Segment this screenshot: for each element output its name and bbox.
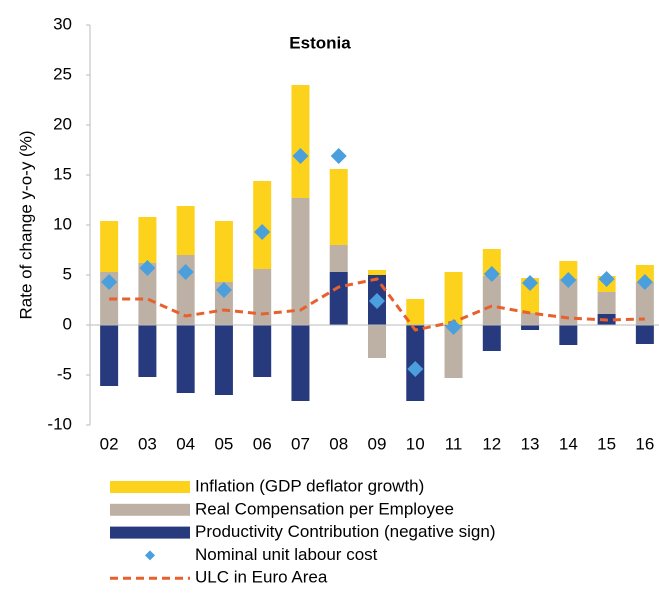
bar [482,276,501,325]
bar [444,326,463,378]
marker [522,275,539,291]
y-tick-label: -5 [57,364,72,383]
x-tick-label: 02 [100,434,119,453]
x-tick-label: 03 [138,434,157,453]
marker [369,293,385,309]
bar [291,85,310,198]
y-tick-label: 30 [53,14,72,33]
bar [597,292,616,314]
bar [214,325,233,395]
bar [444,272,463,325]
marker [560,272,577,288]
bar [368,325,386,358]
legend-label: Productivity Contribution (negative sign… [195,522,495,541]
bar [329,169,348,245]
marker [483,266,500,282]
chart-title: Estonia [289,33,351,52]
y-tick-label: -10 [47,414,72,433]
x-tick-label: 14 [559,434,578,453]
bar [368,270,386,275]
y-tick-label: 20 [53,114,72,133]
x-tick-label: 15 [597,434,616,453]
x-tick-label: 11 [445,434,463,453]
x-tick-label: 08 [329,434,348,453]
bar [329,245,348,272]
bar [559,325,578,345]
bar [635,325,654,344]
bar [253,325,272,377]
y-tick-label: 15 [53,164,72,183]
marker [139,260,156,276]
bar [291,325,310,401]
x-tick-label: 13 [521,434,540,453]
bar [214,221,233,282]
x-tick-label: 16 [635,434,654,453]
x-tick-label: 04 [176,434,195,453]
x-tick-label: 10 [406,434,425,453]
bar [406,299,425,325]
marker [215,282,232,298]
marker [598,271,615,287]
marker [254,224,271,240]
bar [100,325,119,386]
legend-swatch [110,503,190,516]
marker [445,319,462,335]
bar [482,325,501,351]
y-tick-label: 0 [63,314,72,333]
legend-label: Real Compensation per Employee [195,499,454,518]
marker [636,274,653,290]
marker [330,148,347,164]
bar [635,282,654,325]
legend-label: Inflation (GDP deflator growth) [195,476,424,495]
legend-swatch [110,526,190,539]
bar [521,313,540,325]
marker [407,361,424,377]
line [109,277,645,332]
bar [138,217,157,263]
x-tick-label: 06 [253,434,272,453]
y-axis-label: Rate of change y-o-y (%) [16,131,35,320]
legend-swatch [145,550,155,561]
bar [138,263,157,325]
y-tick-label: 10 [53,214,72,233]
bar [635,265,654,282]
marker [292,148,309,164]
x-tick-label: 12 [482,434,501,453]
bar [521,325,540,330]
bar [176,325,195,393]
bar [176,206,195,255]
bar [329,272,348,325]
bar [291,198,310,325]
legend-label: ULC in Euro Area [195,568,328,587]
marker [101,274,118,290]
bar [100,221,119,272]
x-tick-label: 07 [291,434,310,453]
legend-label: Nominal unit labour cost [195,545,378,564]
legend-swatch [110,481,190,493]
marker [177,264,194,280]
x-tick-label: 09 [368,434,387,453]
x-tick-label: 05 [214,434,233,453]
bar [253,269,272,325]
bar [521,278,540,313]
y-tick-label: 25 [53,64,72,83]
y-tick-label: 5 [63,264,72,283]
bar [559,279,578,325]
bar [482,249,501,276]
bar [559,261,578,279]
bar [138,325,157,377]
